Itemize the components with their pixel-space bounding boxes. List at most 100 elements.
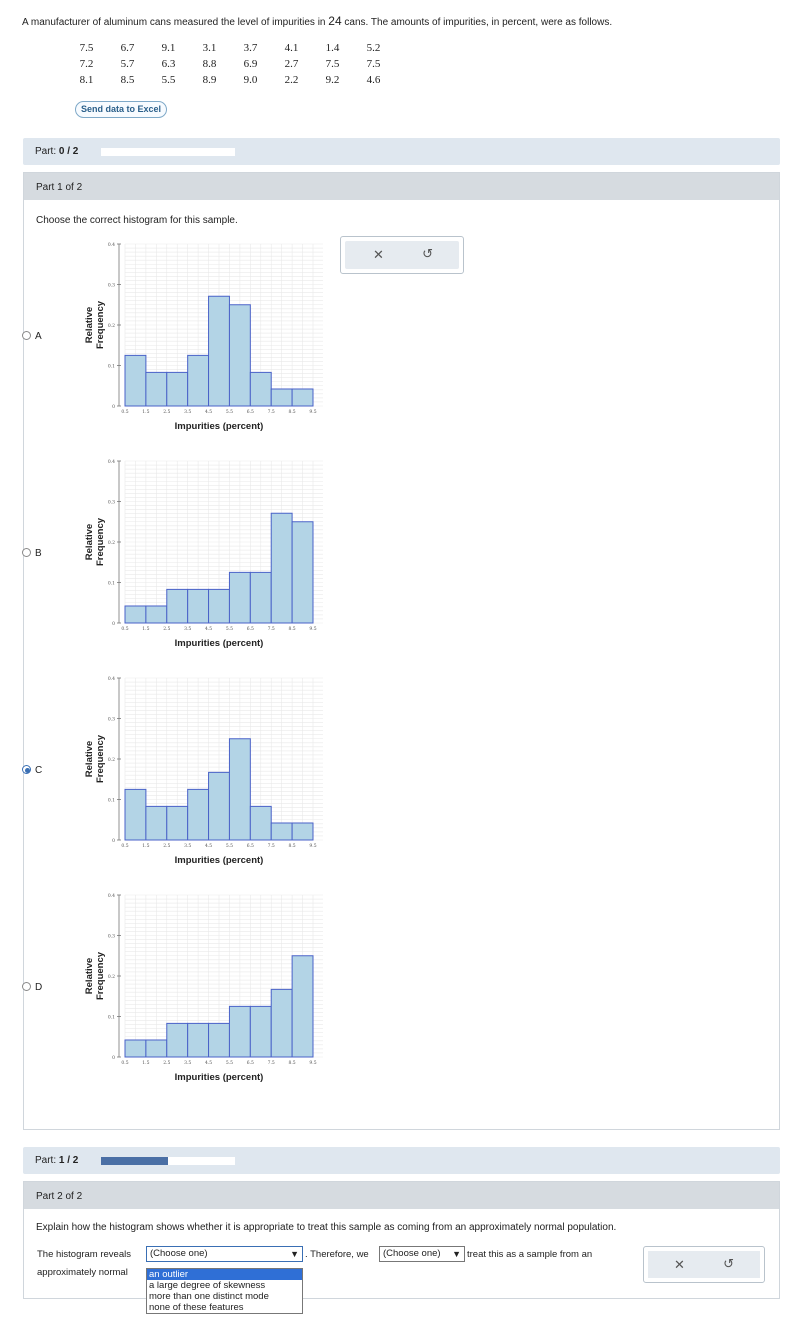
radio-button[interactable] [22,765,31,774]
dropdown-option[interactable]: a large degree of skewness [149,1280,266,1291]
x-axis-label: Impurities (percent) [175,855,264,866]
data-cell: 2.2 [284,74,299,86]
x-tick-label: 4.5 [205,1060,212,1066]
data-table: 7.5 6.7 9.1 3.1 3.7 4.1 1.4 5.2 7.2 5.7 6.3 8.8 6.9 2… [66,40,394,88]
data-cell: 8.1 [79,74,94,86]
data-row: 7.2 5.7 6.3 8.8 6.9 2.7 7.5 7.5 [66,56,394,72]
option-c-radio[interactable]: C [22,765,42,776]
x-tick-label: 7.5 [268,843,275,849]
histogram-bar [166,371,189,407]
y-tick-label: 0.3 [108,283,115,289]
dropdown-option[interactable]: more than one distinct mode [149,1291,269,1302]
histogram-bar [208,771,230,841]
data-cell: 1.4 [325,42,340,54]
part1-header-label: Part 1 of 2 [36,182,83,193]
x-tick-label: 0.5 [121,409,128,415]
option-label: A [35,331,42,342]
part-progress-label: Part: 0 / 2 [35,146,79,157]
x-tick-label: 6.5 [247,1060,254,1066]
option-b-radio[interactable]: B [22,548,42,559]
y-tick-label: 0.1 [108,1015,115,1021]
dropdown-option[interactable]: none of these features [149,1302,244,1313]
option-a-radio[interactable]: A [22,331,42,342]
histogram-bar [208,1022,230,1058]
y-tick-label: 0.2 [108,757,115,763]
close-icon[interactable]: ✕ [373,247,384,262]
histogram-bar [166,1022,189,1058]
part1-prompt: Choose the correct histogram for this sa… [36,215,238,226]
part1-section: Part 1 of 2 Choose the correct histogram… [23,172,780,1130]
histogram-bar [270,822,293,841]
x-tick-label: 6.5 [247,843,254,849]
histogram-bar [187,588,210,624]
radio-button[interactable] [22,982,31,991]
histogram-bar [291,521,314,624]
data-cell: 3.1 [202,42,217,54]
x-tick-label: 7.5 [268,626,275,632]
y-tick-label: 0.3 [108,500,115,506]
histogram-bar [166,588,189,624]
feature-select[interactable]: (Choose one) ▼ [146,1246,303,1262]
data-cell: 7.5 [325,58,340,70]
x-tick-label: 8.5 [289,843,296,849]
y-axis-label: Relative [84,524,95,560]
y-tick-label: 0.1 [108,364,115,370]
action-box-inner: ✕ ↺ [345,241,459,269]
x-tick-label: 9.5 [309,1060,316,1066]
x-tick-label: 8.5 [289,626,296,632]
y-axis-label: Frequency [95,951,106,1000]
histogram-bar [145,805,168,841]
histogram-d: 0 0.1 0.2 0.3 0.4 0.5 1.5 2.5 3.5 4.5 5.5 6.5 7.5 8.5… [84,893,323,1083]
data-cell: 5.2 [366,42,381,54]
part1-header: Part 1 of 2 [24,173,779,200]
y-axis-label: Frequency [95,734,106,783]
histogram-bar [270,388,293,407]
dropdown-arrow-icon: ▼ [452,1249,461,1259]
dropdown-option[interactable]: an outlier [147,1269,302,1280]
y-tick-label: 0.2 [108,540,115,546]
histogram-bar [187,1022,210,1058]
problem-intro: A manufacturer of aluminum cans measured… [22,14,612,28]
histogram-bar [291,955,314,1058]
x-tick-label: 0.5 [121,1060,128,1066]
x-tick-label: 0.5 [121,843,128,849]
part2-section: Part 2 of 2 Explain how the histogram sh… [23,1181,780,1299]
data-cell: 9.2 [325,74,340,86]
undo-icon[interactable]: ↺ [422,246,433,261]
close-icon[interactable]: ✕ [674,1257,685,1272]
x-tick-label: 9.5 [309,409,316,415]
option-label: C [35,765,43,776]
data-cell: 9.1 [161,42,176,54]
x-tick-label: 3.5 [184,409,191,415]
part2-prompt: Explain how the histogram shows whether … [36,1222,617,1233]
x-tick-label: 5.5 [226,409,233,415]
histogram-bar [249,571,272,624]
conclusion-select[interactable]: (Choose one) ▼ [379,1246,465,1262]
x-tick-label: 6.5 [247,626,254,632]
y-tick-label: 0.4 [108,242,115,248]
x-axis-label: Impurities (percent) [175,421,264,432]
histogram-bar [249,371,272,407]
part2-header: Part 2 of 2 [24,1182,779,1209]
option-d-radio[interactable]: D [22,982,42,993]
x-axis-label: Impurities (percent) [175,638,264,649]
radio-button[interactable] [22,331,31,340]
y-axis-label: Relative [84,741,95,777]
part-progress-bar: Part: 0 / 2 [23,138,780,165]
histogram-bar [270,988,293,1058]
data-cell: 6.3 [161,58,176,70]
send-to-excel-button[interactable]: Send data to Excel [75,101,167,118]
data-row: 7.5 6.7 9.1 3.1 3.7 4.1 1.4 5.2 [66,40,394,56]
data-cell: 8.9 [202,74,217,86]
histogram-bar [228,1005,251,1058]
x-tick-label: 2.5 [163,409,170,415]
histogram-bar [145,1039,168,1058]
undo-icon[interactable]: ↺ [723,1256,734,1271]
radio-button[interactable] [22,548,31,557]
intro-text-end: cans. The amounts of impurities, in perc… [341,17,613,28]
part2-action-box: ✕ ↺ [643,1246,765,1283]
x-tick-label: 5.5 [226,626,233,632]
x-tick-label: 8.5 [289,409,296,415]
y-tick-label: 0.4 [108,893,115,899]
y-tick-label: 0 [112,404,115,410]
